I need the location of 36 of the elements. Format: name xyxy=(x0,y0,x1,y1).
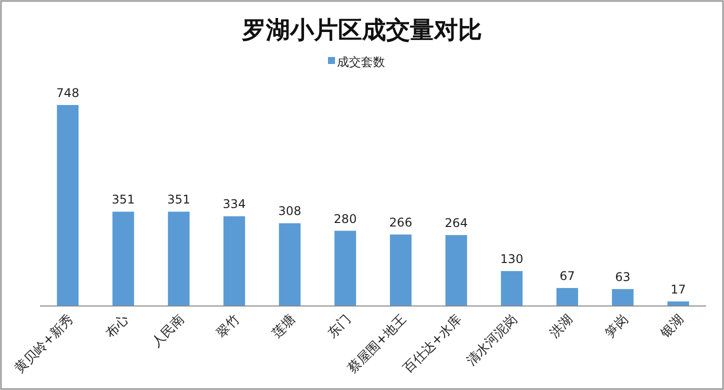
x-tick-label: 翠竹 xyxy=(214,312,244,342)
x-tick-label: 布心 xyxy=(102,312,132,342)
bar xyxy=(390,234,412,306)
data-label: 308 xyxy=(278,204,302,218)
data-label: 264 xyxy=(444,216,468,230)
x-tick-label: 笋岗 xyxy=(602,312,632,342)
x-tick-label: 东门 xyxy=(324,312,354,342)
data-label: 63 xyxy=(615,270,630,284)
bar xyxy=(168,212,190,306)
x-tick-label: 银湖 xyxy=(657,312,688,342)
x-tick-label: 莲塘 xyxy=(270,312,299,342)
legend-label: 成交套数 xyxy=(337,55,385,69)
data-label: 351 xyxy=(167,192,190,207)
data-label: 351 xyxy=(112,192,135,207)
data-label: 748 xyxy=(56,86,80,100)
data-label: 280 xyxy=(334,212,357,226)
data-label: 17 xyxy=(670,282,686,296)
legend: 成交套数 xyxy=(328,55,385,69)
bar xyxy=(334,230,356,306)
bar xyxy=(445,235,468,306)
bar xyxy=(500,271,523,306)
data-label: 266 xyxy=(389,216,412,230)
title: 罗湖小片区成交量对比 xyxy=(242,16,482,44)
x-tick-label: 洪湖 xyxy=(547,312,576,342)
x-tick-label: 黄贝岭+新秀 xyxy=(12,312,77,376)
data-label: 334 xyxy=(222,197,246,212)
bar xyxy=(556,288,578,306)
bar xyxy=(223,216,246,306)
x-tick-label: 人民南 xyxy=(149,312,188,350)
bar xyxy=(112,212,134,306)
x-tick-label: 清水河泥岗 xyxy=(464,312,521,369)
bar xyxy=(612,289,634,306)
data-label: 130 xyxy=(500,252,524,266)
data-label: 67 xyxy=(560,268,575,283)
bar xyxy=(56,105,79,306)
bar xyxy=(278,223,301,306)
